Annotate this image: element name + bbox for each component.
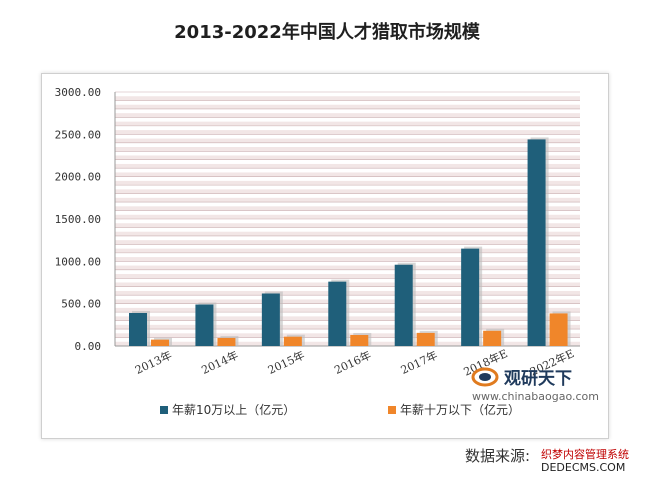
bar-series1: [461, 248, 480, 346]
legend-swatch: [160, 406, 168, 414]
bar-series2: [283, 336, 302, 346]
y-tick-label: 1000.00: [55, 255, 101, 268]
grid-band: [115, 231, 580, 236]
x-tick-label: 2013年: [133, 348, 174, 377]
grid-band: [115, 172, 580, 177]
y-tick-label: 2500.00: [55, 128, 101, 141]
y-tick-label: 3000.00: [55, 86, 101, 99]
bar-series1: [129, 312, 147, 346]
bar-series2: [350, 334, 369, 346]
grid-band: [115, 130, 580, 135]
grid-band: [115, 240, 580, 245]
x-tick-label: 2014年: [199, 348, 240, 377]
chart-title: 2013-2022年中国人才猎取市场规模: [174, 22, 480, 43]
grid-band: [115, 163, 580, 169]
bar-series1: [328, 281, 347, 346]
bar-series1: [261, 293, 280, 346]
bar-series1: [527, 139, 546, 346]
source-label: 数据来源:: [465, 447, 531, 465]
grid-band: [115, 274, 580, 279]
bar-series2: [151, 339, 169, 346]
x-tick-label: 2017年: [398, 348, 439, 377]
grid-band: [115, 248, 580, 253]
grid-band: [115, 121, 580, 126]
site-watermark-line1: 织梦内容管理系统: [541, 446, 629, 462]
grid-band: [115, 257, 580, 262]
y-tick-label: 500.00: [61, 298, 101, 311]
x-tick-label: 2015年: [266, 348, 307, 377]
chart-frame: 0.00 500.00 1000.00 1500.00 2000.00 2500.00 30…: [41, 73, 609, 439]
grid-band: [115, 265, 580, 270]
grid-band: [115, 189, 580, 194]
logo-swirl-icon: [471, 367, 499, 387]
bar-series2: [416, 332, 435, 346]
bar-series1: [195, 304, 214, 346]
grid-band: [115, 197, 580, 203]
logo-watermark: 观研天下 www.chinabaogao.com: [467, 364, 629, 404]
grid-band: [115, 214, 580, 219]
legend-swatch: [388, 406, 396, 414]
bar-series1: [394, 264, 413, 346]
grid-band: [115, 206, 580, 211]
bar-series2: [217, 337, 236, 346]
grid-band: [115, 96, 580, 101]
legend-label: 年薪10万以上（亿元）: [172, 402, 295, 417]
y-tick-label: 1500.00: [55, 213, 101, 226]
grid-band: [115, 180, 580, 186]
x-tick-label: 2016年: [332, 348, 373, 377]
grid-band: [115, 147, 580, 152]
bar-chart: 0.00 500.00 1000.00 1500.00 2000.00 2500.00 30…: [55, 86, 580, 417]
grid-band: [115, 138, 580, 143]
y-tick-label: 0.00: [75, 340, 102, 353]
bar-series2: [483, 330, 502, 346]
site-watermark-line2: DEDECMS.COM: [541, 461, 626, 474]
logo-name: 观研天下: [504, 369, 572, 389]
logo-url: www.chinabaogao.com: [472, 390, 599, 403]
y-tick-label: 2000.00: [55, 171, 101, 184]
grid-band: [115, 113, 580, 118]
grid-band: [115, 104, 580, 109]
legend-label: 年薪十万以下（亿元）: [400, 402, 520, 417]
grid-band: [115, 223, 580, 228]
bar-series2: [549, 313, 568, 346]
grid-band: [115, 155, 580, 160]
